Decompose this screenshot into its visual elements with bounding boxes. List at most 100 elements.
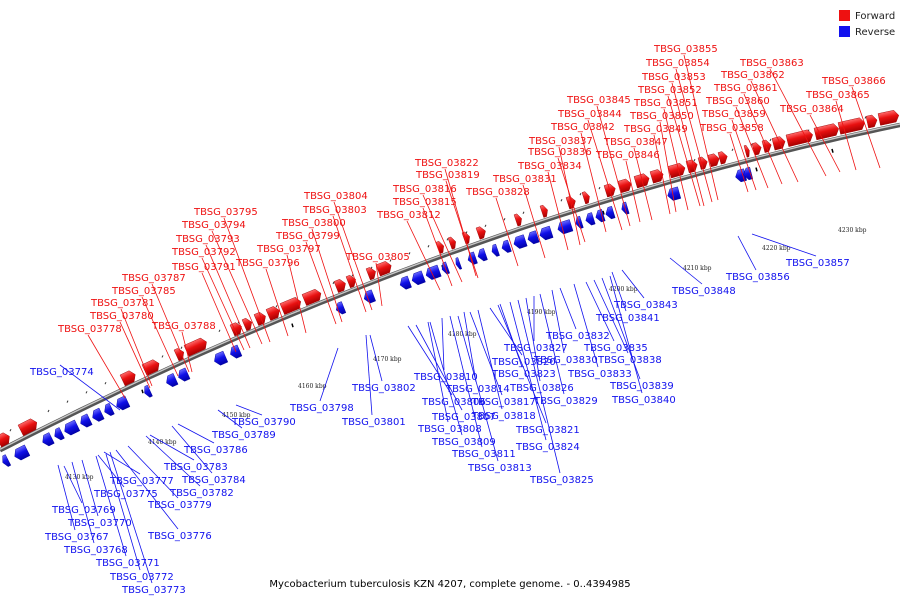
- reverse-gene-label-leader: [441, 317, 445, 371]
- forward-gene: [581, 191, 590, 205]
- forward-gene-label: TBSG_03853: [641, 72, 706, 83]
- reverse-gene-label: TBSG_03821: [515, 425, 580, 436]
- forward-gene-label-leader: [201, 272, 237, 353]
- reverse-gene-label-leader: [539, 293, 565, 395]
- forward-gene-label-leader: [201, 257, 245, 351]
- reverse-gene-label: TBSG_03827: [503, 343, 568, 354]
- forward-gene: [785, 129, 813, 147]
- reverse-gene: [2, 454, 12, 467]
- gene-features: [0, 110, 900, 467]
- forward-gene-label: TBSG_03845: [566, 95, 631, 106]
- forward-gene: [365, 267, 376, 281]
- reverse-gene-label: TBSG_03810: [413, 372, 478, 383]
- forward-gene-label-leader: [580, 132, 607, 233]
- forward-gene-label-leader: [445, 180, 479, 279]
- forward-gene-label-leader: [735, 106, 769, 189]
- minor-tick: [598, 186, 601, 190]
- forward-gene-label-leader: [181, 331, 193, 373]
- forward-gene-label: TBSG_03828: [465, 187, 530, 198]
- label-leaders: [57, 54, 881, 584]
- forward-gene-label-leader: [835, 100, 857, 171]
- forward-gene-label: TBSG_03862: [720, 70, 785, 81]
- forward-gene-label-leader: [659, 121, 677, 213]
- reverse-gene-label: TBSG_03782: [169, 488, 234, 499]
- reverse-gene-label: TBSG_03825: [529, 475, 594, 486]
- tick-label: 4200 kbp: [609, 286, 638, 293]
- forward-gene-label-leader: [547, 171, 569, 251]
- reverse-gene-label: TBSG_03829: [533, 396, 598, 407]
- reverse-gene-label: TBSG_03818: [471, 411, 536, 422]
- reverse-gene: [501, 239, 512, 253]
- forward-gene-label-leader: [422, 207, 453, 287]
- forward-gene: [475, 226, 486, 240]
- forward-gene-label: TBSG_03796: [235, 258, 300, 269]
- reverse-gene-label: TBSG_03786: [183, 445, 248, 456]
- forward-gene-label: TBSG_03844: [557, 109, 622, 120]
- reverse-gene: [585, 212, 596, 226]
- forward-gene-label-leader: [120, 308, 153, 387]
- tick-mark: [291, 323, 294, 328]
- backbone-highlight: [0, 123, 900, 450]
- forward-gene: [119, 370, 136, 387]
- reverse-gene-label: TBSG_03824: [515, 442, 580, 453]
- minor-tick: [85, 391, 88, 394]
- forward-gene-label: TBSG_03804: [303, 191, 368, 202]
- forward-gene-label-leader: [663, 108, 689, 211]
- forward-gene: [333, 279, 346, 293]
- reverse-gene-label: TBSG_03838: [597, 355, 662, 366]
- reverse-gene-label-leader: [369, 334, 383, 382]
- reverse-gene-label: TBSG_03843: [613, 300, 678, 311]
- reverse-gene: [477, 248, 488, 262]
- backbone-line: [0, 122, 900, 453]
- reverse-gene: [54, 427, 65, 441]
- reverse-gene-label: TBSG_03789: [211, 430, 276, 441]
- forward-gene-label-leader: [671, 82, 705, 207]
- reverse-gene: [605, 205, 616, 220]
- tick-mark: [141, 389, 144, 394]
- forward-gene-label-leader: [633, 147, 653, 221]
- legend-swatch-forward: [839, 10, 850, 21]
- reverse-gene-label-leader: [427, 321, 449, 423]
- reverse-gene: [513, 234, 528, 249]
- reverse-gene-label-leader: [469, 311, 503, 396]
- reverse-gene-label-leader: [407, 325, 453, 396]
- reverse-gene-label: TBSG_03773: [121, 585, 186, 596]
- forward-gene: [513, 213, 522, 227]
- reverse-gene-label-leader: [71, 461, 95, 544]
- reverse-gene: [539, 225, 554, 241]
- reverse-gene-label: TBSG_03848: [671, 286, 736, 297]
- tick-label: 4140 kbp: [148, 439, 177, 446]
- reverse-gene-label-leader: [509, 301, 547, 441]
- forward-gene-label: TBSG_03861: [713, 83, 778, 94]
- minor-tick: [47, 409, 50, 413]
- tick-label: 4160 kbp: [298, 383, 327, 390]
- forward-gene: [617, 178, 632, 194]
- minor-tick: [731, 148, 734, 152]
- forward-gene-label-leader: [596, 105, 631, 227]
- forward-gene: [697, 156, 708, 170]
- reverse-gene: [144, 384, 153, 398]
- forward-gene-label: TBSG_03794: [181, 220, 246, 231]
- forward-gene-label: TBSG_03792: [171, 247, 236, 258]
- forward-gene-label: TBSG_03847: [603, 137, 668, 148]
- forward-gene-label-leader: [743, 93, 783, 185]
- reverse-gene: [230, 344, 243, 359]
- forward-gene-label: TBSG_03836: [527, 147, 592, 158]
- reverse-gene: [64, 419, 81, 436]
- reverse-gene-label-leader: [81, 459, 99, 517]
- forward-gene-label: TBSG_03803: [302, 205, 367, 216]
- reverse-gene-label-leader: [115, 449, 179, 530]
- reverse-gene-label-leader: [103, 451, 141, 475]
- genome-caption: Mycobacterium tuberculosis KZN 4207, com…: [269, 579, 630, 590]
- reverse-gene-label: TBSG_03779: [147, 500, 212, 511]
- reverse-gene-label-leader: [499, 303, 523, 368]
- forward-gene-label-leader: [406, 220, 441, 291]
- forward-gene-label: TBSG_03854: [645, 58, 710, 69]
- minor-tick: [408, 252, 411, 255]
- minor-tick: [332, 281, 335, 285]
- forward-gene-label-leader: [851, 86, 881, 169]
- forward-gene: [877, 110, 900, 126]
- forward-gene-label: TBSG_03822: [414, 158, 479, 169]
- reverse-gene-label-leader: [669, 257, 703, 285]
- reverse-gene-label-leader: [737, 235, 757, 271]
